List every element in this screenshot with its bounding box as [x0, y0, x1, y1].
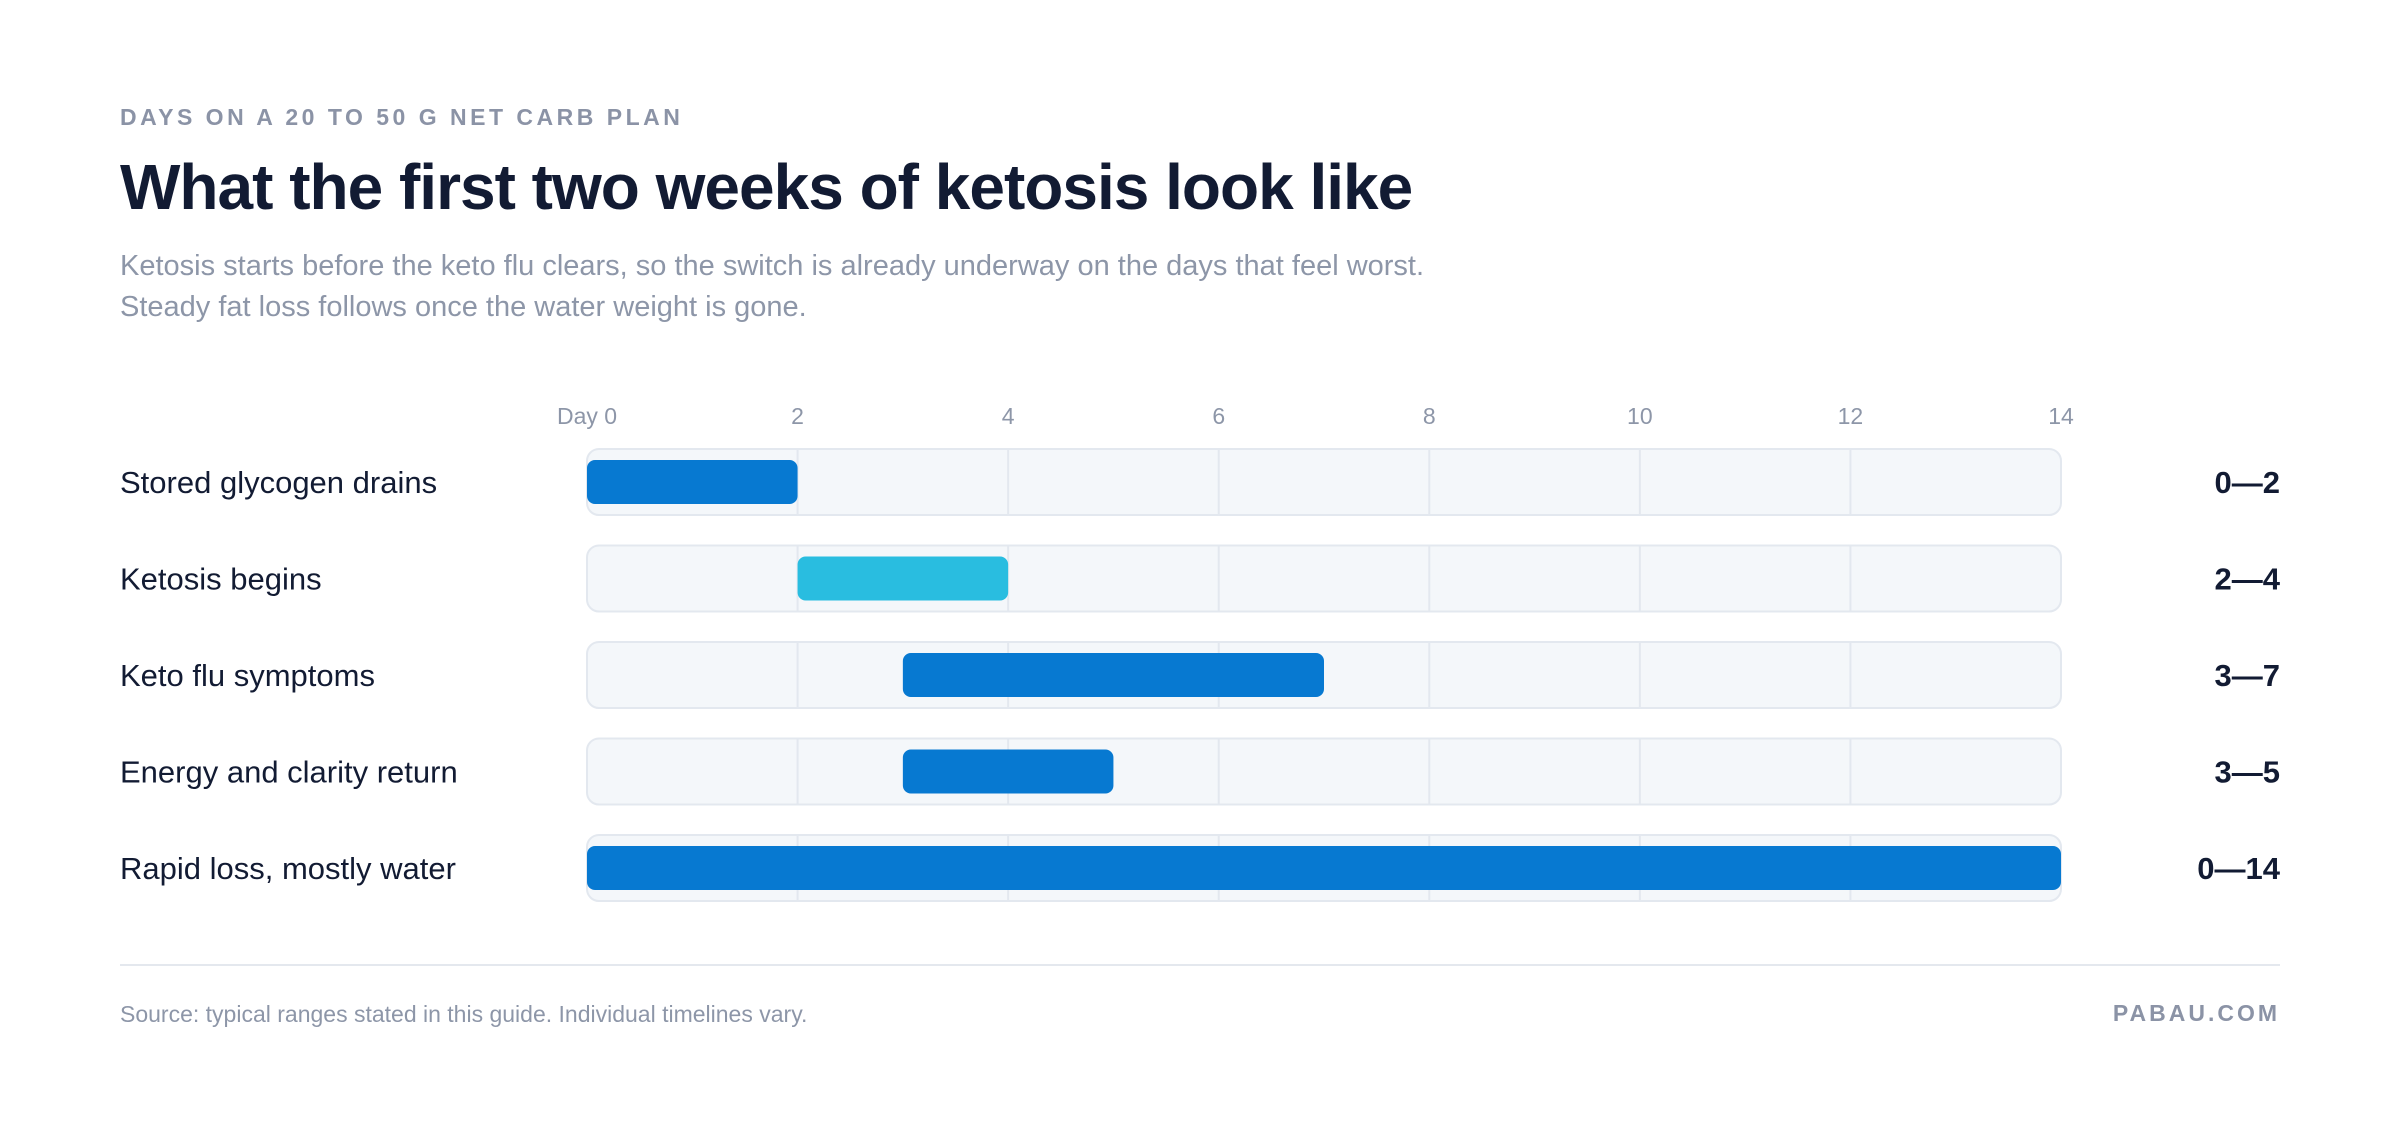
category-label: Ketosis begins: [120, 562, 322, 597]
x-tick-label: 8: [1423, 403, 1436, 429]
x-tick-label: Day 0: [557, 403, 617, 429]
x-tick-label: 6: [1212, 403, 1225, 429]
x-tick-label: 14: [2048, 403, 2074, 429]
range-bar: [902, 653, 1324, 697]
range-value-label: 3—5: [2215, 755, 2280, 790]
range-value-label: 3—7: [2215, 658, 2280, 693]
range-bar: [902, 749, 1114, 794]
range-bar: [587, 460, 798, 504]
range-bar: [587, 846, 2061, 890]
x-tick-label: 12: [1838, 403, 1864, 429]
x-tick-label: 2: [791, 403, 804, 429]
chart-eyebrow: DAYS ON A 20 TO 50 G NET CARB PLAN: [120, 104, 684, 130]
range-value-label: 2—4: [2215, 562, 2281, 597]
subtitle-line: Ketosis starts before the keto flu clear…: [120, 250, 1425, 282]
x-tick-label: 10: [1627, 403, 1653, 429]
source-note: Source: typical ranges stated in this gu…: [120, 1001, 808, 1027]
category-label: Rapid loss, mostly water: [120, 851, 456, 886]
category-label: Energy and clarity return: [120, 755, 458, 790]
subtitle-line: Steady fat loss follows once the water w…: [120, 291, 807, 323]
chart-subtitle: Ketosis starts before the keto flu clear…: [120, 246, 1620, 328]
chart-title: What the first two weeks of ketosis look…: [120, 151, 1413, 223]
range-value-label: 0—14: [2197, 851, 2280, 886]
row-track: [586, 448, 2062, 516]
footer-divider: [120, 964, 2280, 966]
range-bar: [797, 556, 1009, 601]
row-track: [586, 737, 2062, 806]
x-tick-label: 4: [1002, 403, 1015, 429]
range-value-label: 0—2: [2215, 465, 2280, 500]
brand-mark: PABAU.COM: [2112, 1000, 2280, 1026]
category-label: Stored glycogen drains: [120, 465, 437, 500]
category-label: Keto flu symptoms: [120, 658, 375, 693]
